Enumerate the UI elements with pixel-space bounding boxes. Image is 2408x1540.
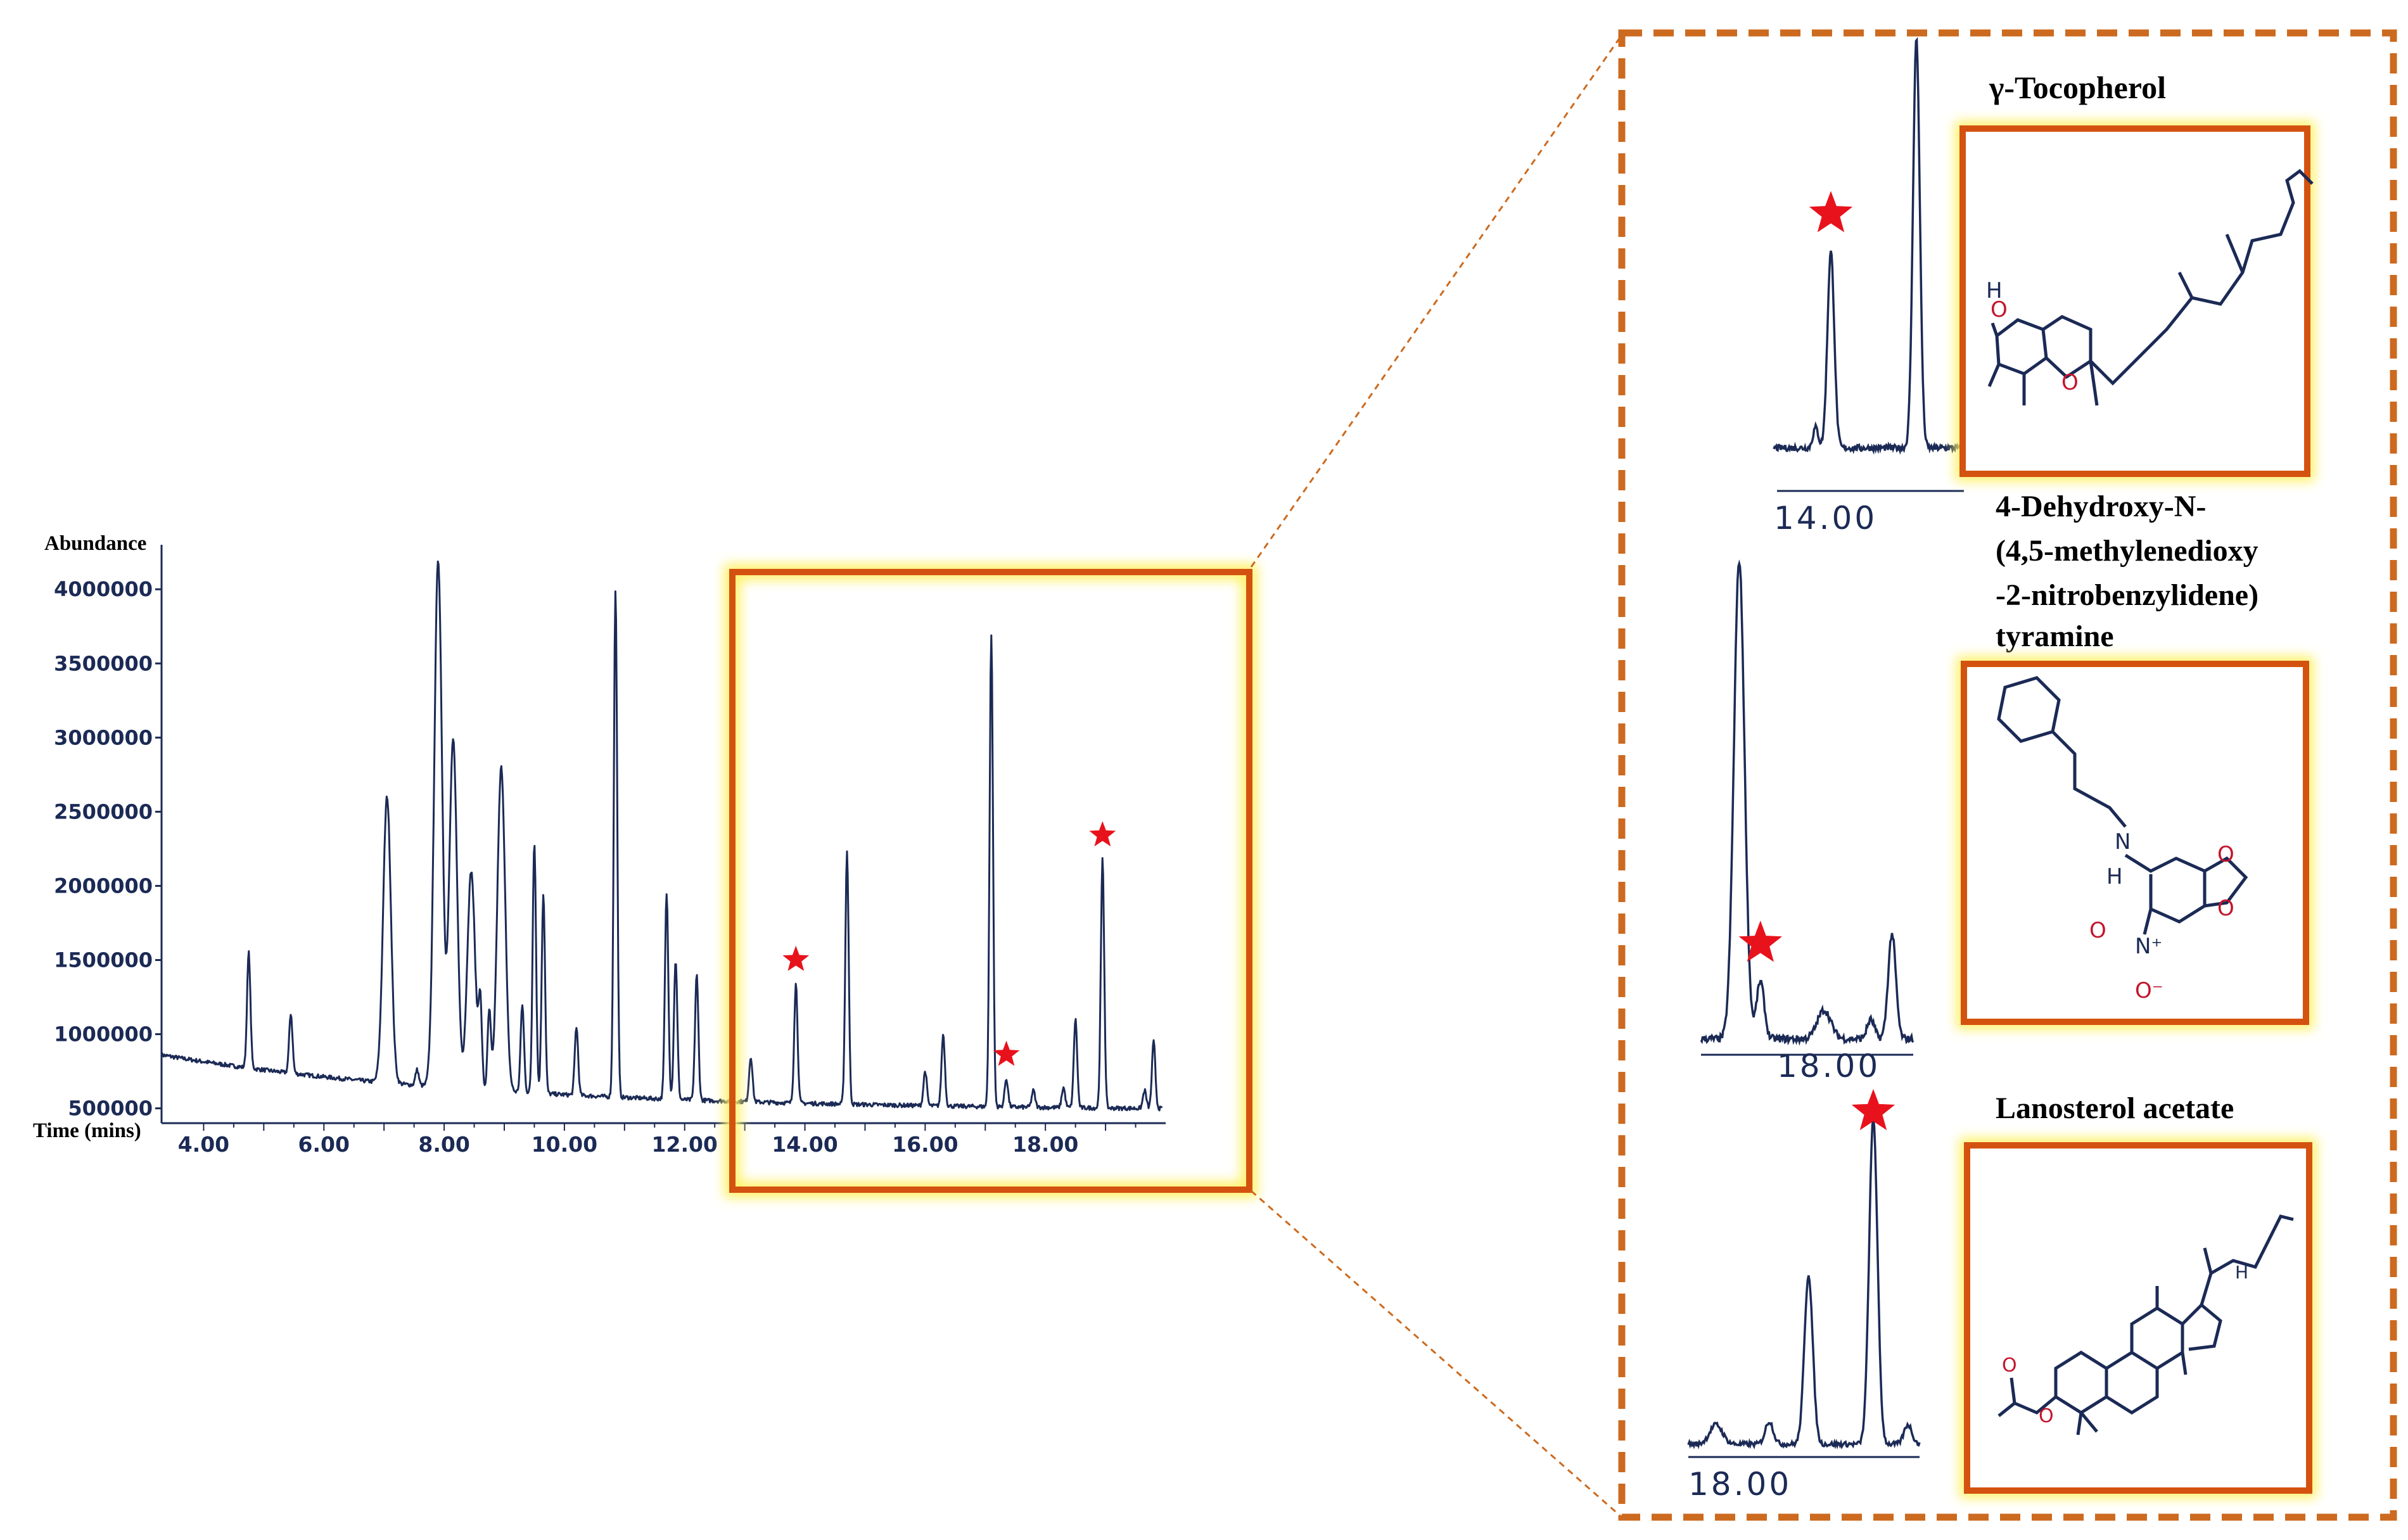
svg-text:H: H: [1986, 278, 2003, 303]
zoom-highlight-box: [724, 564, 1258, 1198]
red-star-icon: [993, 1040, 1020, 1066]
x-tick-label: 6.00: [298, 1132, 350, 1157]
x-tick-label: 14.00: [772, 1132, 838, 1157]
main-trace-line: [160, 560, 1163, 1112]
compound-2-line-3: -2-nitrobenzylidene): [1996, 578, 2258, 612]
inset-3-trace-line: [1687, 1118, 1921, 1450]
svg-text:O: O: [2217, 842, 2234, 867]
x-tick-label: 10.00: [532, 1132, 597, 1157]
svg-text:O: O: [2039, 1405, 2054, 1427]
x-axis-label: Time (mins): [33, 1119, 141, 1142]
red-star-icon: [1809, 191, 1853, 232]
svg-text:N: N: [2115, 829, 2131, 855]
y-tick-label: 2500000: [54, 799, 153, 824]
compound-3-name: Lanosterol acetate: [1996, 1091, 2234, 1125]
svg-text:O⁻: O⁻: [2135, 978, 2163, 1003]
red-star-icon: [782, 945, 810, 971]
x-tick-label: 18.00: [1012, 1132, 1078, 1157]
svg-text:O: O: [2061, 370, 2079, 395]
zoom-connectors: [1250, 34, 1623, 1518]
inset-chromatogram-2: 18.00: [1700, 559, 1914, 1085]
y-tick-label: 4000000: [54, 577, 153, 601]
inset-chromatogram-1: 14.00: [1773, 37, 1965, 537]
y-tick-label: 1000000: [54, 1022, 153, 1047]
inset-1-x-tick: 14.00: [1774, 500, 1877, 537]
svg-text:O: O: [2089, 918, 2106, 943]
y-tick-label: 3500000: [54, 651, 153, 675]
x-tick-label: 8.00: [418, 1132, 469, 1157]
main-chromatogram: 500000 1000000 1500000 2000000 2500000 300000…: [33, 532, 1166, 1157]
inset-3-x-tick: 18.00: [1688, 1466, 1792, 1503]
inset-chromatogram-3: 18.00: [1687, 1118, 1921, 1503]
inset-star-markers: [1738, 191, 1895, 1131]
compound-1-name: γ-Tocopherol: [1989, 70, 2166, 105]
main-star-markers: [782, 821, 1116, 1066]
y-tick-label: 3000000: [54, 725, 153, 749]
inset-1-trace-line: [1773, 37, 1965, 455]
svg-text:O: O: [2002, 1354, 2017, 1377]
y-tick-label: 2000000: [54, 874, 153, 898]
y-tick-label: 1500000: [54, 948, 153, 972]
red-star-icon: [1851, 1089, 1895, 1131]
red-star-icon: [1738, 920, 1782, 962]
compound-2-name: 4-Dehydroxy-N- (4,5-methylenedioxy -2-ni…: [1996, 490, 2258, 653]
x-tick-label: 16.00: [892, 1132, 958, 1157]
svg-text:N⁺: N⁺: [2135, 934, 2162, 959]
compound-2-line-2: (4,5-methylenedioxy: [1996, 534, 2258, 568]
inset-2-x-tick: 18.00: [1777, 1048, 1880, 1085]
red-star-icon: [1089, 821, 1116, 847]
inset-2-trace-line: [1700, 559, 1914, 1046]
x-tick-label: 12.00: [652, 1132, 718, 1157]
y-tick-label: 500000: [68, 1097, 153, 1121]
zoom-panel-frame: [1618, 29, 2397, 1521]
compound-2-line-4: tyramine: [1996, 620, 2114, 653]
main-y-ticks: 500000 1000000 1500000 2000000 2500000 300000…: [54, 577, 162, 1121]
nitrobenzylidene-tyramine-structure: N H O O N⁺ O O⁻: [1956, 656, 2314, 1029]
svg-text:O: O: [1991, 297, 2008, 322]
svg-text:H: H: [2235, 1262, 2248, 1283]
lanosterol-acetate-structure: O O H: [1959, 1138, 2317, 1498]
gamma-tocopherol-structure: O H O: [1955, 121, 2315, 481]
y-axis-label: Abundance: [44, 532, 146, 555]
main-x-ticks: 4.00 6.00 8.00 10.00 12.00 14.00 16.00 18.00: [178, 1123, 1137, 1157]
x-tick-label: 4.00: [178, 1132, 229, 1157]
compound-2-line-1: 4-Dehydroxy-N-: [1996, 490, 2206, 523]
svg-text:H: H: [2106, 864, 2123, 889]
svg-text:O: O: [2217, 896, 2234, 921]
